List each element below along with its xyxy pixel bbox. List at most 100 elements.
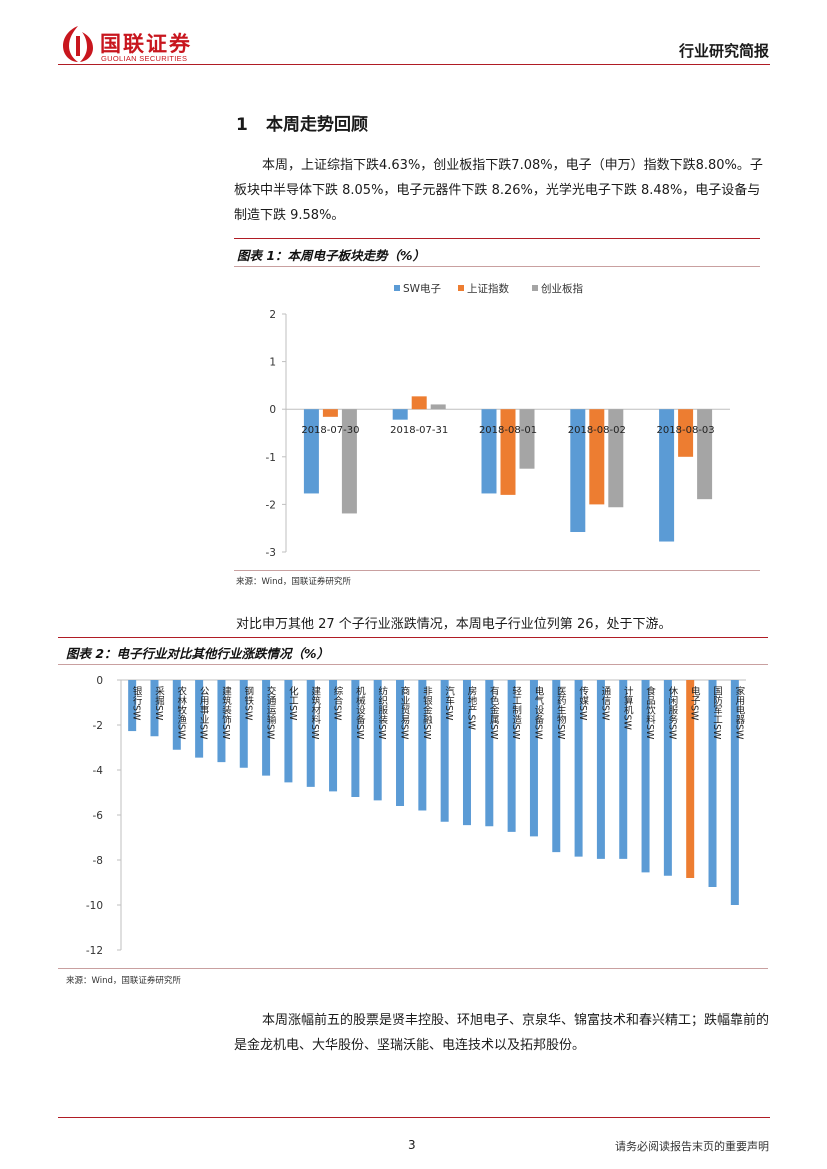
x-category-label: 钢铁SW	[242, 685, 254, 721]
bar	[262, 680, 271, 776]
bar	[411, 396, 427, 410]
x-category-label: 机械设备SW	[354, 685, 366, 740]
bar	[396, 680, 405, 806]
x-category-label: 银行SW	[131, 685, 143, 721]
figure1-caption-rule	[234, 266, 760, 267]
x-category-label: 纺织服装SW	[376, 685, 388, 740]
summary-paragraph: 本周，上证综指下跌4.63%，创业板指下跌7.08%，电子（申万）指数下跌8.8…	[234, 158, 763, 223]
x-category-label: 化工SW	[287, 685, 299, 721]
x-category-label: 食品饮料SW	[644, 685, 656, 740]
figure2-caption-rule	[58, 664, 768, 665]
comparison-paragraph: 对比申万其他 27 个子行业涨跌情况，本周电子行业位列第 26，处于下游。	[236, 617, 672, 632]
bar	[574, 680, 583, 857]
y-tick-label: -2	[93, 720, 103, 732]
x-category-label: 非银金融SW	[421, 685, 433, 740]
x-category-label: 医药生物SW	[555, 686, 567, 740]
bar	[217, 680, 226, 763]
legend-label: SW电子	[403, 282, 441, 295]
x-category-label: 家用电器SW	[733, 685, 745, 740]
y-tick-label: -12	[86, 945, 103, 957]
document-type: 行业研究简报	[678, 42, 769, 60]
bar	[570, 409, 586, 533]
y-tick-label: -4	[93, 765, 104, 777]
bar	[341, 409, 357, 514]
bar	[552, 680, 561, 853]
bar	[392, 409, 408, 420]
bar	[589, 409, 605, 505]
section-heading: 1 本周走势回顾	[236, 110, 368, 135]
y-tick-label: 0	[96, 675, 103, 687]
legend-label: 创业板指	[541, 282, 583, 295]
bar	[172, 680, 181, 750]
x-category-label: 2018-07-31	[390, 425, 448, 436]
section-number: 1	[236, 115, 248, 135]
x-category-label: 传媒SW	[577, 685, 589, 721]
x-category-label: 2018-08-02	[568, 425, 626, 436]
x-category-label: 轻工制造SW	[510, 685, 522, 740]
figure2-chart: 0 -2 -4 -6 -8 -10 -12 银行SW 采掘SW 农林牧渔SW 公用事业SW 建筑装饰…	[86, 675, 746, 957]
y-tick-label: -8	[93, 855, 103, 867]
bar	[284, 680, 293, 783]
bar	[418, 680, 427, 811]
bar	[351, 680, 360, 797]
y-tick-label: 1	[269, 357, 276, 369]
legend-swatch	[532, 285, 538, 291]
bar	[440, 680, 449, 822]
bar	[430, 404, 446, 410]
x-category-label: 农林牧渔SW	[175, 685, 187, 740]
figure1-chart: SW电子 上证指数 创业板指 2 1 0 -1 -2 -3 2018-07-30 2018-07…	[266, 282, 730, 559]
bar	[507, 680, 516, 832]
logo-text: 国联证券	[100, 32, 192, 56]
legend-label: 上证指数	[467, 282, 509, 295]
figure2-caption: 图表 2：电子行业对比其他行业涨跌情况（%）	[66, 646, 330, 661]
page-number: 3	[408, 1138, 416, 1152]
x-category-label: 建筑材料SW	[309, 685, 321, 740]
x-category-label: 商业贸易SW	[399, 685, 411, 740]
bar	[303, 409, 319, 494]
bar	[519, 409, 535, 469]
bar	[659, 409, 675, 542]
stocks-paragraph: 本周涨幅前五的股票是贤丰控股、环旭电子、京泉华、锦富技术和春兴精工；跌幅靠前的是…	[234, 1013, 770, 1053]
bar	[481, 409, 497, 494]
figure1-source: 来源：Wind，国联证券研究所	[236, 577, 351, 587]
x-category-label: 汽车SW	[443, 685, 455, 721]
y-tick-label: -6	[93, 810, 104, 822]
bar	[663, 680, 672, 876]
x-category-label: 休闲服务SW	[666, 685, 678, 740]
figure1-top-rule	[234, 238, 760, 239]
bar	[708, 680, 717, 887]
y-tick-label: 0	[269, 404, 276, 416]
bar	[462, 680, 471, 826]
y-tick-label: -3	[266, 547, 276, 559]
bar	[485, 680, 494, 827]
legend-swatch	[458, 285, 464, 291]
bar	[306, 680, 315, 787]
bar	[150, 680, 159, 737]
legend-swatch	[394, 285, 400, 291]
header-divider	[58, 64, 770, 65]
x-category-label: 2018-08-03	[657, 425, 715, 436]
y-tick-label: -1	[266, 452, 276, 464]
bar	[596, 680, 605, 859]
y-tick-label: -2	[266, 499, 276, 511]
x-category-label: 综合SW	[332, 685, 344, 721]
figure2-bottom-rule	[58, 968, 768, 969]
x-category-label: 有色金属SW	[488, 685, 500, 740]
x-category-label: 国防军工SW	[711, 686, 723, 740]
bar	[195, 680, 204, 758]
figure2-top-rule	[58, 637, 768, 638]
bar	[128, 680, 137, 732]
x-category-label: 采掘SW	[153, 686, 165, 721]
x-category-label: 计算机SW	[622, 685, 634, 730]
bar	[608, 409, 624, 508]
company-logo: 国联证券 GUOLIAN SECURITIES	[60, 24, 230, 68]
x-category-label: 通信SW	[599, 686, 611, 721]
bar	[686, 680, 695, 878]
footer-divider	[58, 1117, 770, 1118]
x-category-label: 交通运输SW	[265, 685, 277, 740]
bar	[678, 409, 694, 457]
logo-emblem-icon	[63, 26, 93, 62]
x-category-label: 2018-08-01	[479, 425, 537, 436]
figure1-bottom-rule	[234, 570, 760, 571]
bar	[641, 680, 650, 873]
